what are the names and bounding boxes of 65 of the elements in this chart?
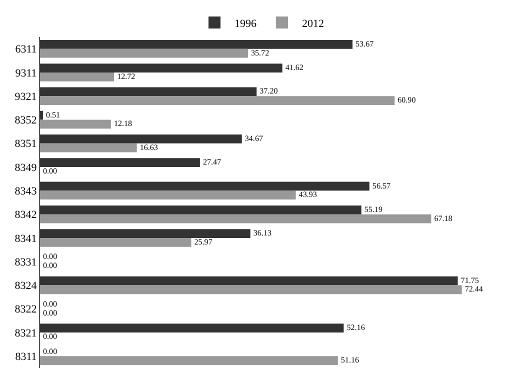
bar <box>40 134 242 144</box>
legend-label: 1996 <box>234 18 257 30</box>
data-label: 67.18 <box>434 214 452 223</box>
y-tick-label: 8311 <box>15 351 37 364</box>
bar <box>40 110 43 120</box>
bar <box>40 238 192 247</box>
y-tick-label: 8342 <box>14 209 37 222</box>
bar <box>40 214 432 224</box>
data-label: 25.97 <box>194 237 212 246</box>
y-tick-label: 8341 <box>14 232 37 245</box>
bar <box>40 276 458 286</box>
y-tick-label: 8349 <box>14 162 38 174</box>
bar <box>40 87 257 96</box>
y-tick-label: 8324 <box>14 280 38 292</box>
data-label: 0.00 <box>43 346 58 356</box>
bar <box>40 143 137 152</box>
bar <box>40 190 296 200</box>
data-label: 51.16 <box>340 356 360 365</box>
data-label: 0.00 <box>43 332 58 341</box>
data-label: 34.67 <box>244 134 263 143</box>
y-tick-label: 8322 <box>14 304 37 316</box>
data-label: 12.18 <box>114 119 132 128</box>
data-label: 71.75 <box>460 276 479 285</box>
bar <box>40 96 395 105</box>
y-tick-label: 8352 <box>14 114 37 127</box>
data-label: 37.20 <box>260 86 278 96</box>
bar <box>40 229 250 238</box>
bar <box>40 40 353 49</box>
bar <box>40 48 248 58</box>
bar <box>40 285 462 294</box>
data-label: 16.63 <box>140 142 158 152</box>
legend-label: 2012 <box>302 18 324 30</box>
bar <box>40 72 114 82</box>
data-label: 0.00 <box>43 308 58 318</box>
bar <box>40 120 111 129</box>
data-label: 35.72 <box>251 48 270 58</box>
bar <box>40 356 338 366</box>
data-label: 12.72 <box>117 72 136 81</box>
data-label: 52.16 <box>346 323 365 332</box>
data-label: 0.00 <box>43 299 58 308</box>
data-label: 43.93 <box>298 190 317 200</box>
data-label: 60.90 <box>398 96 416 105</box>
data-label: 0.51 <box>46 110 60 120</box>
y-tick-label: 9311 <box>15 67 37 80</box>
y-tick-label: 9321 <box>14 90 37 103</box>
bar <box>40 205 362 214</box>
data-label: 0.00 <box>43 252 58 262</box>
data-label: 55.19 <box>364 204 382 214</box>
data-label: 41.62 <box>285 63 304 72</box>
bar <box>40 182 370 191</box>
data-label: 0.00 <box>43 261 58 270</box>
data-label: 72.44 <box>464 284 483 294</box>
y-tick-label: 6311 <box>15 44 37 56</box>
y-tick-label: 8343 <box>14 186 38 198</box>
bar <box>40 158 200 168</box>
y-tick-label: 8331 <box>14 256 37 268</box>
bar <box>40 324 344 333</box>
y-tick-label: 8321 <box>14 327 37 340</box>
data-label: 56.57 <box>372 181 391 190</box>
bar <box>40 64 282 72</box>
y-tick-label: 8351 <box>14 138 37 150</box>
data-label: 0.00 <box>43 166 58 176</box>
data-label: 27.47 <box>202 158 222 167</box>
data-label: 53.67 <box>356 39 374 48</box>
data-label: 36.13 <box>253 228 272 238</box>
